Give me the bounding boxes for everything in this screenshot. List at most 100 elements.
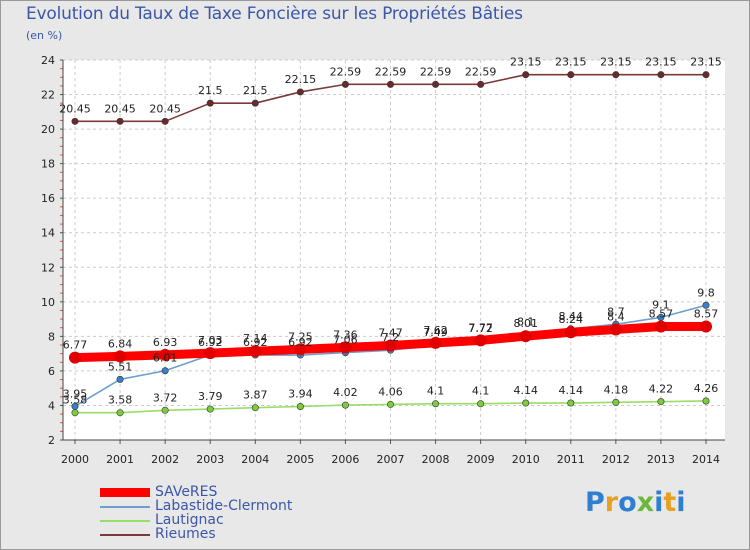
y-tick-label: 4 [48, 399, 55, 412]
data-point [71, 409, 79, 417]
data-label: 3.95 [63, 387, 88, 400]
data-point [567, 71, 575, 79]
data-point [429, 336, 442, 349]
data-point [116, 409, 124, 417]
data-point [702, 71, 710, 79]
data-point [522, 399, 530, 407]
data-point [296, 402, 304, 410]
y-tick-label: 12 [41, 261, 55, 274]
data-label: 7.36 [333, 328, 358, 341]
data-label: 4.06 [378, 385, 403, 398]
series-lines [69, 71, 712, 417]
data-label: 6.92 [243, 336, 268, 349]
data-point [161, 367, 169, 375]
data-point [386, 80, 394, 88]
data-point [700, 320, 712, 333]
legend-label: SAVeRES [155, 484, 218, 500]
data-label: 6.92 [288, 336, 313, 349]
data-label: 3.94 [288, 387, 313, 400]
data-label: 4.18 [604, 383, 629, 396]
data-point [116, 375, 124, 383]
x-tick-label: 2010 [512, 453, 540, 466]
data-label: 23.15 [510, 56, 542, 69]
legend-swatch [100, 534, 150, 536]
logo-letter: r [604, 487, 619, 518]
data-label: 4.14 [513, 384, 538, 397]
data-point [69, 351, 81, 364]
data-label: 21.5 [198, 84, 223, 97]
data-label: 20.45 [149, 102, 181, 115]
data-label: 7.14 [243, 332, 268, 345]
data-point [294, 343, 307, 356]
data-point [612, 71, 620, 79]
data-point [657, 398, 665, 406]
data-point [654, 320, 667, 333]
data-label: 22.59 [465, 65, 497, 78]
data-point [116, 117, 124, 125]
logo-letter: P [585, 487, 605, 518]
data-label: 4.14 [559, 384, 584, 397]
x-tick-label: 2002 [151, 453, 179, 466]
y-tick-label: 24 [41, 54, 55, 67]
proxiti-logo: Proxiti [585, 487, 686, 518]
data-label: 9.8 [697, 286, 715, 299]
data-point [384, 339, 397, 352]
data-label: 22.59 [375, 65, 407, 78]
chart-title: Evolution du Taux de Taxe Foncière sur l… [26, 4, 523, 24]
data-label: 7.62 [423, 324, 448, 337]
data-point [249, 345, 262, 358]
legend-swatch [100, 488, 150, 497]
x-tick-label: 2001 [106, 453, 134, 466]
data-label: 4.26 [694, 382, 719, 395]
data-point [71, 402, 79, 410]
data-label: 8.1 [517, 316, 535, 329]
data-label: 4.1 [427, 385, 445, 398]
data-point [161, 406, 169, 414]
data-label: 8.4 [607, 310, 625, 323]
data-point [702, 397, 710, 405]
x-tick-label: 2000 [61, 453, 89, 466]
data-label: 21.5 [243, 84, 268, 97]
data-point [341, 80, 349, 88]
logo-letter: x [636, 487, 655, 518]
data-label: 8.57 [694, 308, 719, 321]
data-label: 8.44 [559, 310, 584, 323]
x-tick-label: 2003 [196, 453, 224, 466]
data-point [432, 400, 440, 408]
data-label: 7.25 [288, 330, 313, 343]
data-label: 8.7 [607, 305, 625, 318]
logo-letter: o [618, 487, 637, 518]
data-label: 3.87 [243, 389, 268, 402]
data-point [251, 99, 259, 107]
data-label: 20.45 [59, 102, 91, 115]
y-tick-label: 14 [41, 227, 55, 240]
data-label: 7.06 [333, 334, 358, 347]
x-tick-label: 2008 [422, 453, 450, 466]
logo-letter: t [663, 487, 677, 518]
data-label: 7.47 [378, 327, 403, 340]
y-tick-label: 8 [48, 330, 55, 343]
data-label: 4.02 [333, 386, 358, 399]
data-label: 8.24 [559, 313, 584, 326]
legend-label: Rieumes [155, 526, 216, 542]
data-label: 9.1 [652, 298, 670, 311]
x-tick-label: 2007 [377, 453, 405, 466]
data-label: 7.2 [382, 331, 400, 344]
data-point [477, 400, 485, 408]
data-label: 23.15 [555, 56, 587, 69]
y-tick-label: 6 [48, 365, 55, 378]
data-point [206, 405, 214, 413]
data-label: 3.79 [198, 390, 223, 403]
x-tick-label: 2013 [647, 453, 675, 466]
data-label: 4.1 [472, 385, 490, 398]
data-label: 23.15 [600, 56, 632, 69]
data-label: 7.49 [423, 326, 448, 339]
x-tick-label: 2004 [241, 453, 269, 466]
data-point [522, 71, 530, 79]
y-axis-unit: (en %) [26, 29, 63, 42]
data-point [71, 117, 79, 125]
y-tick-label: 18 [41, 158, 55, 171]
y-tick-label: 2 [48, 434, 55, 447]
data-label: 7.72 [468, 322, 493, 335]
y-tick-label: 16 [41, 192, 55, 205]
